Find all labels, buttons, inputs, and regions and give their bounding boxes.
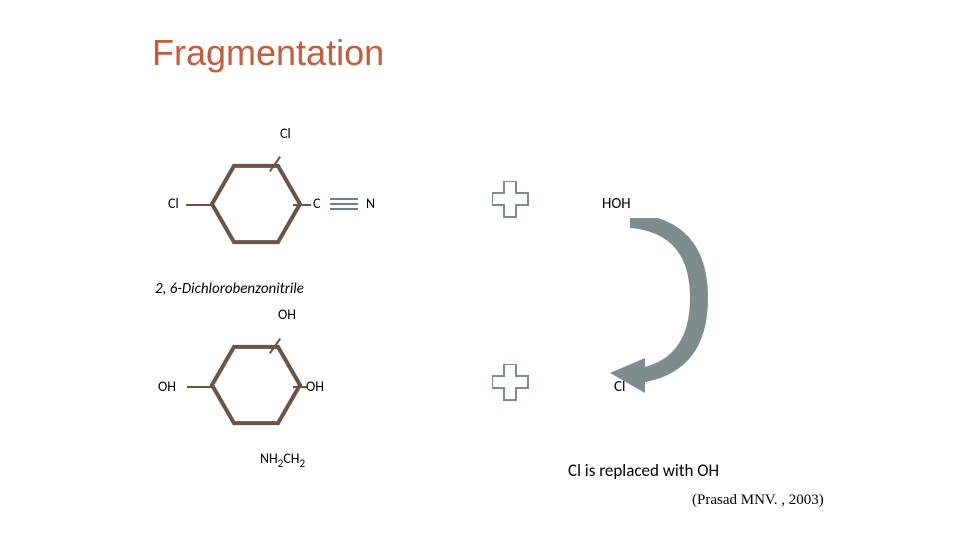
mol1-top-cl: Cl	[280, 125, 291, 142]
mol2-left-oh: OH	[158, 378, 176, 395]
mol1-left-bond	[186, 204, 214, 206]
reaction-arrow	[590, 218, 730, 398]
molecule1-hexagon	[196, 149, 316, 269]
citation: (Prasad MNV. , 2003)	[692, 492, 824, 509]
mol2-right-bond	[293, 386, 307, 388]
compound-name: 2, 6-Dichlorobenzonitrile	[155, 280, 304, 298]
mol2-top-oh: OH	[278, 306, 296, 323]
mol2-right-oh: OH	[306, 378, 324, 395]
mol1-left-cl: Cl	[168, 195, 179, 212]
mol1-c: C	[313, 195, 320, 212]
mol2-bottom: NH2CH2	[260, 450, 305, 470]
plus-icon-2	[492, 364, 532, 404]
molecule2-hexagon	[196, 330, 316, 450]
page-title: Fragmentation	[152, 32, 384, 74]
mol1-triple-bond	[330, 198, 358, 210]
mol1-n: N	[366, 195, 375, 212]
replacement-text: Cl is replaced with OH	[568, 460, 719, 481]
hoh-label: HOH	[602, 195, 631, 213]
mol2-left-bond	[187, 386, 215, 388]
mol1-right-bond	[293, 204, 311, 206]
plus-icon-1	[492, 181, 532, 221]
